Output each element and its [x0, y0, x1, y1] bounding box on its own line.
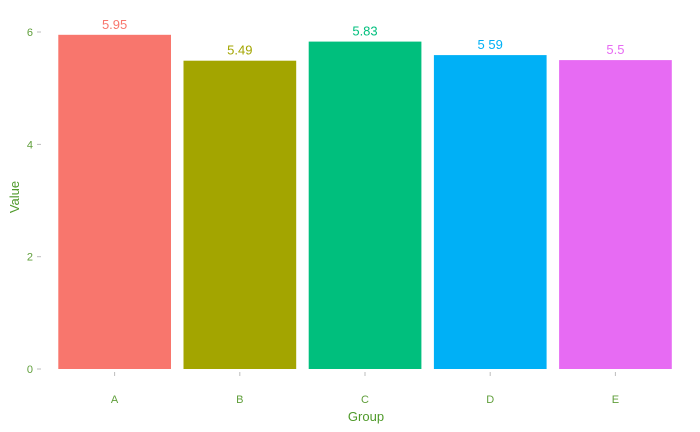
bar-c [308, 41, 422, 369]
bars-layer [58, 34, 672, 370]
y-tick-label-2: 2 [27, 252, 33, 264]
y-axis-title: Value [7, 181, 22, 213]
data-label-b: 5.49 [227, 43, 252, 58]
y-tick-label-6: 6 [27, 27, 33, 39]
y-axis: 0 2 4 6 [27, 27, 41, 376]
bar-d [433, 55, 547, 369]
y-tick-label-4: 4 [27, 139, 33, 151]
bar-e [559, 60, 672, 369]
data-label-d: 5 59 [478, 37, 503, 52]
x-tick-label-c: C [361, 394, 369, 406]
data-label-c: 5.83 [352, 24, 377, 39]
bar-b [183, 60, 297, 369]
y-tick-label-0: 0 [27, 364, 33, 376]
x-axis-title: Group [348, 409, 384, 424]
x-tick-label-b: B [236, 394, 243, 406]
bar-a [58, 34, 171, 370]
x-axis: A B C D E [111, 372, 619, 406]
data-label-a: 5.95 [102, 17, 127, 32]
x-tick-label-d: D [486, 394, 494, 406]
data-labels-layer: 5.95 5.49 5.83 5 59 5.5 [102, 17, 624, 58]
data-label-e: 5.5 [606, 42, 624, 57]
x-tick-label-a: A [111, 394, 119, 406]
x-tick-label-e: E [612, 394, 619, 406]
